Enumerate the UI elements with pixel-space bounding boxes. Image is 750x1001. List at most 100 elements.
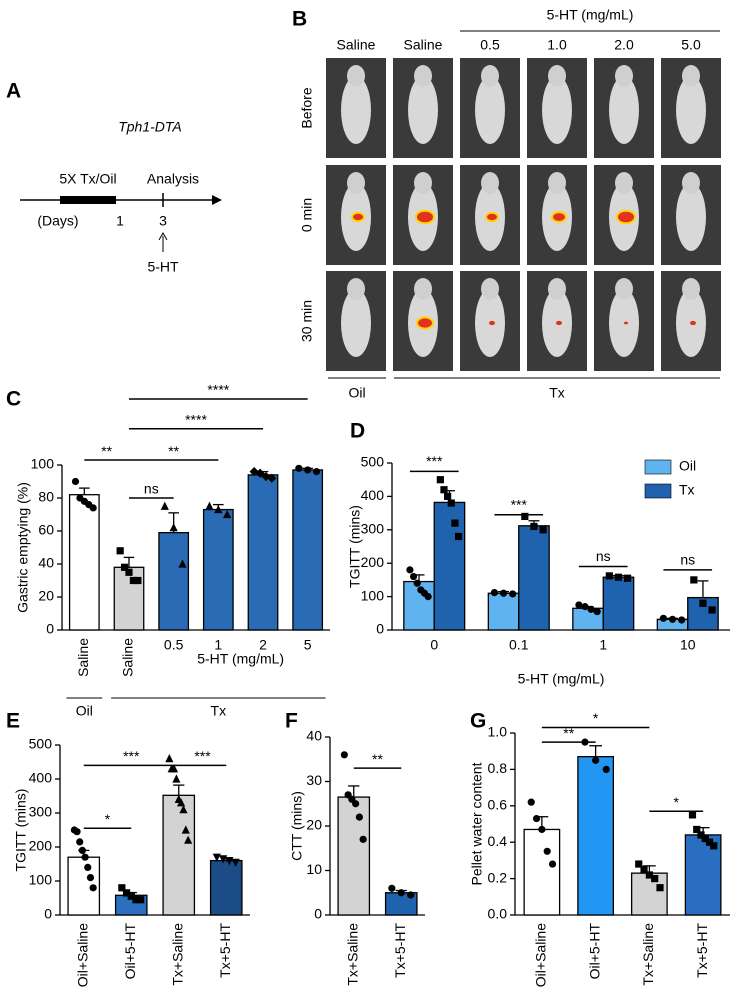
data-point — [214, 504, 223, 514]
group-label: Oil — [76, 703, 93, 719]
dose-header: 5-HT (mg/mL) — [547, 7, 634, 23]
data-point — [304, 466, 312, 474]
data-point — [668, 615, 677, 623]
data-point — [651, 875, 659, 883]
signal — [624, 321, 628, 325]
significance-label: **** — [207, 382, 229, 398]
mouse-head — [615, 278, 633, 300]
data-point — [223, 509, 232, 519]
column-header: 1.0 — [547, 37, 567, 53]
row-label: 30 min — [299, 300, 315, 342]
data-point — [177, 798, 186, 807]
data-point — [409, 572, 418, 581]
timeline: Tph1-DTA 5X Tx/Oil Analysis (Days) 1 3 5… — [20, 119, 222, 275]
y-tick-label: 0.8 — [488, 760, 508, 776]
data-point — [165, 754, 174, 763]
y-tick-label: 40 — [38, 555, 54, 571]
mouse-body — [609, 76, 639, 144]
treatment-bar — [60, 196, 116, 204]
data-point — [605, 572, 613, 580]
y-tick-label: 10 — [306, 861, 322, 877]
significance-label: *** — [194, 748, 211, 764]
y-axis-label: Pellet water content — [469, 762, 485, 885]
bar — [577, 756, 615, 916]
column-header: 2.0 — [614, 37, 634, 53]
y-tick-label: 100 — [361, 587, 385, 603]
data-point — [397, 889, 405, 897]
data-point — [509, 590, 517, 598]
data-point — [340, 751, 348, 759]
y-axis-label: TGITT (mins) — [13, 789, 29, 872]
data-point — [225, 857, 234, 866]
x-tick-label: Saline — [120, 638, 136, 677]
data-point — [71, 477, 80, 486]
mouse-head — [481, 172, 499, 194]
y-tick-label: 40 — [306, 728, 322, 744]
data-point — [424, 593, 432, 601]
data-point — [499, 589, 508, 597]
injection: 5-HT — [147, 259, 179, 275]
mouse-head — [481, 278, 499, 300]
x-tick-label: 10 — [680, 637, 696, 653]
y-tick-label: 0 — [314, 906, 322, 922]
data-point — [527, 798, 535, 806]
column-header: 0.5 — [480, 37, 500, 53]
mouse-head — [414, 172, 432, 194]
mouse-head — [347, 65, 365, 87]
x-tick-label: 0.5 — [164, 637, 184, 653]
data-point — [413, 579, 421, 587]
data-point — [708, 606, 716, 614]
significance-label: **** — [185, 411, 207, 427]
data-point — [89, 884, 97, 892]
bar — [337, 796, 371, 916]
data-point — [436, 476, 444, 484]
x-tick-label: Oil+Saline — [74, 923, 90, 987]
bar — [433, 501, 466, 631]
signal — [690, 320, 696, 326]
legend-swatch — [644, 483, 672, 499]
mouse-head — [347, 172, 365, 194]
bar — [162, 794, 196, 916]
data-point — [690, 576, 698, 584]
y-tick-label: 60 — [38, 522, 54, 538]
bar — [602, 576, 635, 631]
x-tick-label: Oil+5-HT — [122, 923, 138, 980]
y-tick-label: 0 — [46, 621, 54, 637]
data-point — [312, 468, 321, 476]
data-point — [640, 865, 648, 874]
data-point — [134, 576, 142, 585]
model: Tph1-DTA — [118, 119, 182, 135]
significance-label: ns — [596, 548, 611, 564]
y-tick-label: 0.4 — [488, 833, 508, 849]
signal — [551, 211, 567, 223]
signal — [485, 211, 499, 223]
data-point — [137, 896, 145, 904]
data-point — [212, 853, 221, 862]
data-point — [543, 847, 551, 855]
imaging-panel: 5-HT (mg/mL) Oil Tx Saline Saline 0.5 1.0 2.… — [299, 7, 721, 401]
y-tick-label: 300 — [361, 521, 385, 537]
y-tick-label: 20 — [306, 817, 322, 833]
data-point — [78, 846, 87, 855]
significance-label: ** — [372, 751, 383, 767]
data-point — [160, 501, 169, 510]
data-point — [444, 492, 452, 500]
data-point — [592, 756, 600, 764]
significance-label: *** — [123, 748, 140, 764]
x-tick-label: Tx+5-HT — [694, 923, 710, 978]
mouse-body — [341, 76, 371, 144]
y-tick-label: 400 — [361, 487, 385, 503]
day: 1 — [116, 213, 124, 229]
mouse-body — [475, 76, 505, 144]
analysis: Analysis — [147, 171, 199, 187]
data-point — [205, 501, 214, 510]
mouse-head — [548, 278, 566, 300]
y-tick-label: 200 — [361, 554, 385, 570]
panel-label: E — [6, 710, 20, 733]
bar — [630, 872, 668, 916]
bar — [158, 532, 190, 631]
data-point — [454, 532, 463, 541]
legend-label: Tx — [679, 482, 695, 498]
data-point — [447, 499, 455, 507]
